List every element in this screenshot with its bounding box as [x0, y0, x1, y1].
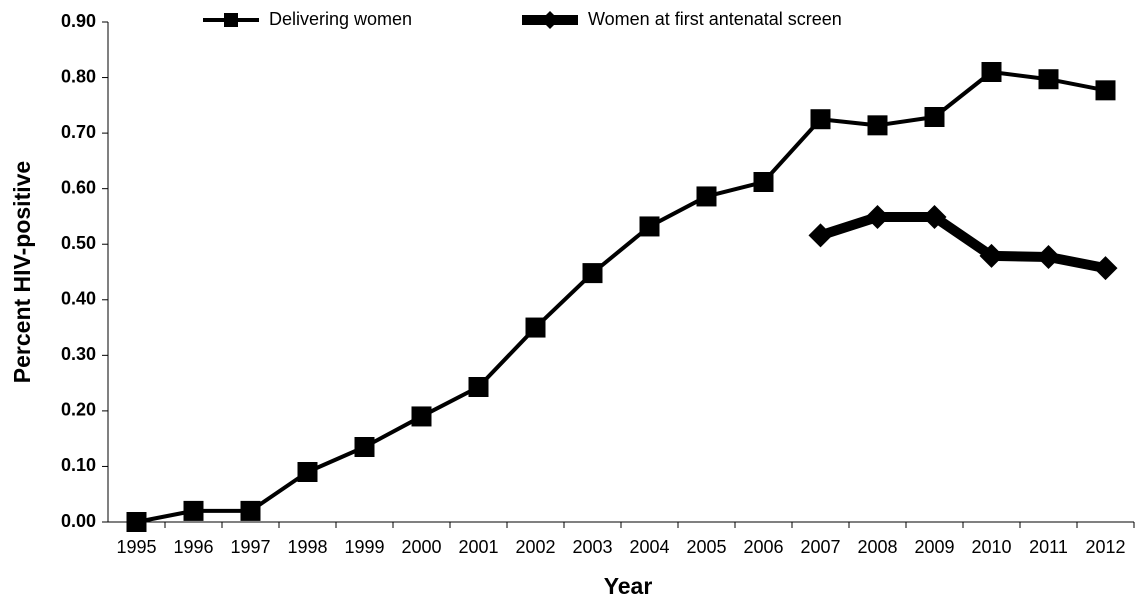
x-tick-label: 2003 [572, 537, 612, 557]
y-axis-title: Percent HIV-positive [9, 161, 35, 383]
data-point [525, 317, 546, 338]
y-tick-label: 0.70 [61, 122, 96, 142]
x-tick-label: 2011 [1029, 537, 1068, 557]
data-point [582, 263, 603, 284]
x-tick-label: 1996 [173, 537, 213, 557]
data-point [297, 462, 318, 482]
legend-label: Delivering women [269, 9, 412, 29]
x-tick-label: 2005 [686, 537, 726, 557]
data-point [981, 62, 1002, 82]
data-point [1038, 69, 1059, 90]
data-point [924, 107, 945, 127]
x-tick-label: 1998 [287, 537, 327, 557]
x-tick-label: 2004 [629, 537, 669, 557]
x-tick-label: 2006 [743, 537, 783, 557]
y-tick-label: 0.40 [61, 289, 96, 309]
y-tick-label: 0.20 [61, 400, 96, 420]
data-point [865, 205, 890, 229]
data-point [696, 186, 717, 207]
legend-label: Women at first antenatal screen [588, 9, 842, 29]
x-tick-label: 1999 [344, 537, 384, 557]
x-tick-label: 2010 [971, 537, 1011, 557]
data-point [1093, 256, 1118, 281]
data-point [354, 437, 375, 457]
data-point [867, 115, 888, 136]
data-point [183, 500, 204, 521]
data-point [810, 109, 831, 130]
data-point [979, 243, 1004, 268]
x-tick-label: 2012 [1085, 537, 1125, 557]
x-tick-label: 2002 [515, 537, 555, 557]
y-tick-label: 0.50 [61, 233, 96, 253]
data-point [1095, 80, 1116, 101]
x-tick-label: 2001 [458, 537, 498, 557]
data-point [753, 172, 774, 192]
x-tick-label: 1995 [116, 537, 156, 557]
y-tick-label: 0.60 [61, 177, 96, 197]
y-tick-label: 0.30 [61, 344, 96, 364]
x-tick-label: 2008 [857, 537, 897, 557]
legend-marker [224, 13, 238, 27]
data-point [126, 512, 147, 532]
x-tick-label: 1997 [230, 537, 270, 557]
x-tick-label: 2009 [914, 537, 954, 557]
series-line [136, 70, 1106, 524]
data-point [1036, 245, 1061, 269]
y-tick-label: 0.10 [61, 455, 96, 475]
legend-marker [541, 11, 559, 29]
data-point [922, 205, 947, 229]
y-tick-label: 0.90 [61, 11, 96, 31]
data-point [411, 406, 432, 427]
data-point [808, 223, 833, 248]
series-line [818, 212, 1107, 274]
x-tick-label: 2007 [800, 537, 840, 557]
x-axis-title: Year [604, 573, 653, 599]
x-tick-label: 2000 [401, 537, 441, 557]
data-point [468, 377, 489, 397]
y-tick-label: 0.00 [61, 511, 96, 531]
data-point [240, 500, 261, 521]
y-tick-label: 0.80 [61, 66, 96, 86]
data-point [639, 216, 660, 237]
